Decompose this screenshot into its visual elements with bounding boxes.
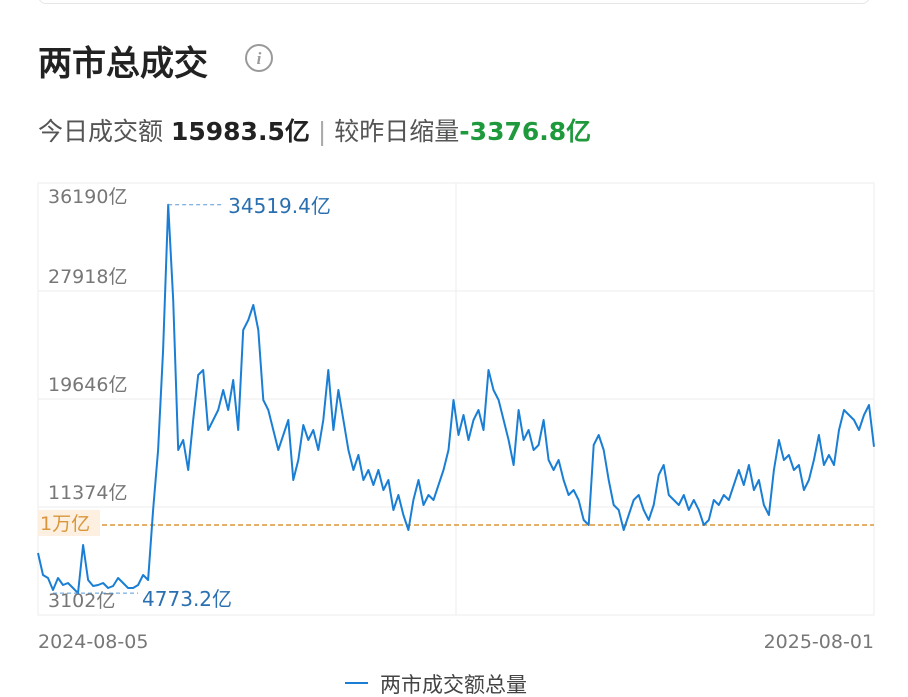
subtitle: 今日成交额 15983.5亿 | 较昨日缩量-3376.8亿 [38, 112, 591, 148]
reference-label-bg [38, 509, 100, 536]
legend-label: 两市成交额总量 [380, 673, 527, 697]
change-label: 较昨日缩量 [334, 117, 460, 146]
change-value: -3376.8亿 [459, 117, 592, 146]
y-tick-label: 36190亿 [48, 186, 127, 208]
min-label: 4773.2亿 [142, 587, 232, 611]
y-tick-label: 11374亿 [48, 482, 127, 504]
today-label: 今日成交额 [38, 117, 164, 146]
x-tick-label: 2024-08-05 [38, 631, 148, 653]
series-line [37, 203, 875, 595]
y-tick-label: 27918亿 [48, 266, 127, 288]
x-tick-label: 2025-08-01 [764, 631, 874, 653]
y-tick-label: 19646亿 [48, 374, 127, 396]
info-icon[interactable]: i [245, 44, 273, 72]
separator: | [317, 117, 327, 146]
max-label: 34519.4亿 [228, 194, 331, 218]
today-value: 15983.5亿 [170, 117, 310, 146]
title: 两市总成交 [38, 44, 208, 84]
reference-label: 1万亿 [40, 513, 90, 535]
y-tick-label: 3102亿 [48, 590, 115, 612]
